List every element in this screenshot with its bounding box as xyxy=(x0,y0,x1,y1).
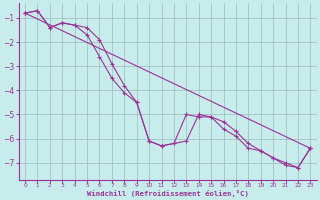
X-axis label: Windchill (Refroidissement éolien,°C): Windchill (Refroidissement éolien,°C) xyxy=(87,190,249,197)
